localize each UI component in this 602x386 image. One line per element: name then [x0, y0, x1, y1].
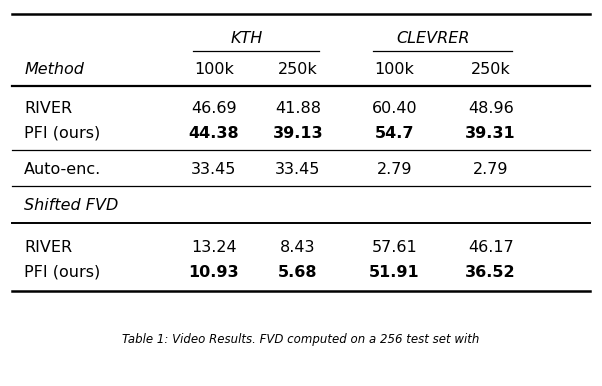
Text: 51.91: 51.91	[369, 265, 420, 279]
Text: Auto-enc.: Auto-enc.	[24, 162, 101, 176]
Text: 250k: 250k	[278, 62, 318, 77]
Text: Shifted FVD: Shifted FVD	[24, 198, 119, 213]
Text: 54.7: 54.7	[374, 126, 414, 141]
Text: 33.45: 33.45	[275, 162, 321, 176]
Text: 10.93: 10.93	[188, 265, 239, 279]
Text: Method: Method	[24, 62, 84, 77]
Text: 13.24: 13.24	[191, 240, 237, 254]
Text: 2.79: 2.79	[473, 162, 508, 176]
Text: 44.38: 44.38	[188, 126, 239, 141]
Text: 41.88: 41.88	[275, 102, 321, 116]
Text: RIVER: RIVER	[24, 102, 72, 116]
Text: PFI (ours): PFI (ours)	[24, 126, 101, 141]
Text: 36.52: 36.52	[465, 265, 516, 279]
Text: 39.13: 39.13	[273, 126, 323, 141]
Text: KTH: KTH	[231, 31, 263, 46]
Text: 5.68: 5.68	[278, 265, 318, 279]
Text: 100k: 100k	[374, 62, 414, 77]
Text: 46.69: 46.69	[191, 102, 237, 116]
Text: 8.43: 8.43	[281, 240, 315, 254]
Text: PFI (ours): PFI (ours)	[24, 265, 101, 279]
Text: CLEVRER: CLEVRER	[397, 31, 470, 46]
Text: RIVER: RIVER	[24, 240, 72, 254]
Text: 250k: 250k	[471, 62, 510, 77]
Text: 39.31: 39.31	[465, 126, 516, 141]
Text: 33.45: 33.45	[191, 162, 237, 176]
Text: 60.40: 60.40	[371, 102, 417, 116]
Text: Table 1: Video Results. FVD computed on a 256 test set with: Table 1: Video Results. FVD computed on …	[122, 333, 480, 346]
Text: 100k: 100k	[194, 62, 234, 77]
Text: 46.17: 46.17	[468, 240, 514, 254]
Text: 57.61: 57.61	[371, 240, 417, 254]
Text: 2.79: 2.79	[377, 162, 412, 176]
Text: 48.96: 48.96	[468, 102, 514, 116]
